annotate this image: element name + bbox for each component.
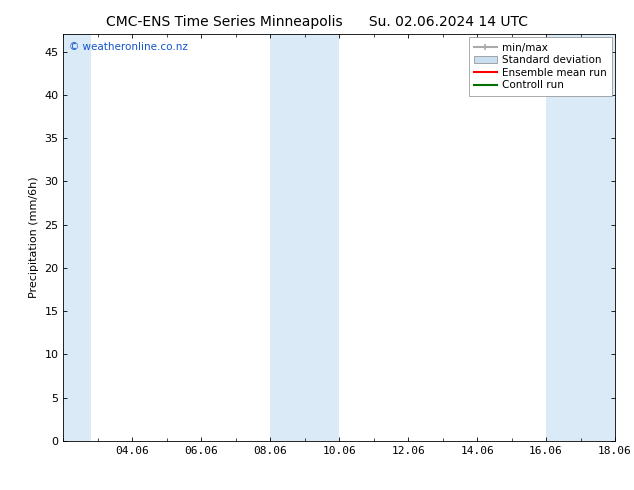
Legend: min/max, Standard deviation, Ensemble mean run, Controll run: min/max, Standard deviation, Ensemble me…: [469, 37, 612, 96]
Bar: [63, 34, 91, 441]
Bar: [270, 34, 339, 441]
Bar: [546, 34, 615, 441]
Text: CMC-ENS Time Series Minneapolis      Su. 02.06.2024 14 UTC: CMC-ENS Time Series Minneapolis Su. 02.0…: [106, 15, 528, 29]
Y-axis label: Precipitation (mm/6h): Precipitation (mm/6h): [29, 177, 39, 298]
Text: © weatheronline.co.nz: © weatheronline.co.nz: [69, 43, 188, 52]
